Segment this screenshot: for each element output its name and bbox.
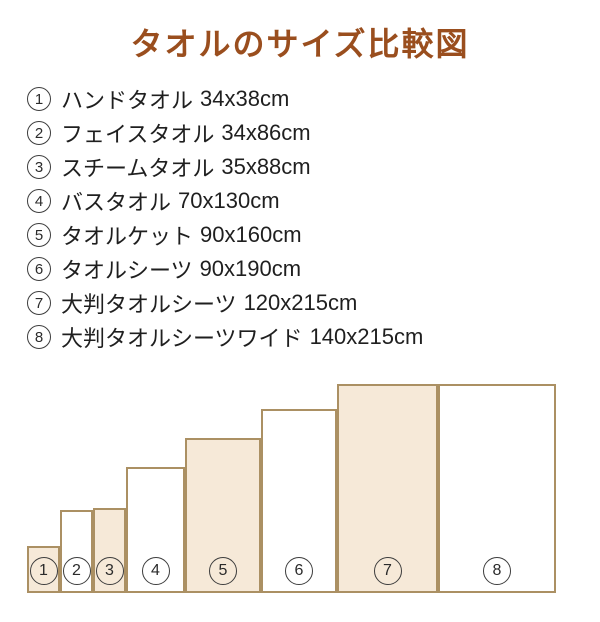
circled-number-6: 6 [27,257,51,281]
towel-bar-1: 1 [27,546,60,593]
towel-size: 90x190cm [199,256,302,281]
towel-size: 70x130cm [178,188,280,213]
towel-name: フェイスタオル [61,122,215,147]
circled-number-7: 7 [27,291,51,315]
bar-number-badge-3: 3 [95,557,124,585]
towel-name: 大判タオルシーツ [61,292,237,317]
towel-size: 34x86cm [221,120,311,145]
towel-name: タオルケット [61,224,194,249]
bar-number-badge-5: 5 [209,557,237,585]
towel-bar-3: 3 [93,508,126,593]
circled-number-8: 8 [27,325,51,349]
towel-name: 大判タオルシーツワイド [61,326,303,351]
list-item-8: 8 大判タオルシーツワイド 140x215cm [27,320,600,354]
towel-bar-8: 8 [438,384,556,593]
circled-number-5: 5 [27,223,51,247]
list-item-4: 4 バスタオル 70x130cm [27,184,600,218]
towel-size: 140x215cm [309,324,424,349]
towel-name: ハンドタオル [61,88,194,113]
towel-size: 35x88cm [221,154,311,179]
towel-size: 120x215cm [243,290,358,315]
towel-size: 34x38cm [200,86,290,111]
bar-number-badge-8: 8 [483,557,511,585]
circled-number-1: 1 [27,87,51,111]
towel-name: スチームタオル [61,156,215,181]
bar-number-badge-1: 1 [29,557,58,585]
bar-number-badge-2: 2 [62,557,91,585]
bar-number-badge-7: 7 [373,557,402,585]
list-item-2: 2 フェイスタオル 34x86cm [27,116,600,150]
towel-size-comparison-page: { "title": { "text": "タオルのサイズ比較図" }, "li… [0,22,600,622]
circled-number-3: 3 [27,155,51,179]
list-item-7: 7 大判タオルシーツ 120x215cm [27,286,600,320]
circled-number-4: 4 [27,189,51,213]
list-item-1: 1 ハンドタオル 34x38cm [27,82,600,116]
towel-bar-4: 4 [126,467,185,593]
bar-number-badge-4: 4 [141,557,170,585]
towel-name: タオルシーツ [61,258,193,283]
circled-number-2: 2 [27,121,51,145]
size-comparison-chart: 1 2 3 4 5 6 7 8 [27,384,556,593]
list-item-6: 6 タオルシーツ 90x190cm [27,252,600,286]
list-item-3: 3 スチームタオル 35x88cm [27,150,600,184]
bar-number-badge-6: 6 [285,557,313,585]
towel-bar-7: 7 [337,384,438,593]
page-title: タオルのサイズ比較図 [130,26,470,62]
towel-bar-6: 6 [261,409,337,593]
towel-size: 90x160cm [200,222,302,247]
towel-size-list: 1 ハンドタオル 34x38cm 2 フェイスタオル 34x86cm 3 スチー… [27,82,600,354]
list-item-5: 5 タオルケット 90x160cm [27,218,600,252]
towel-bar-2: 2 [60,510,93,593]
towel-bar-5: 5 [185,438,261,593]
towel-name: バスタオル [61,190,172,215]
